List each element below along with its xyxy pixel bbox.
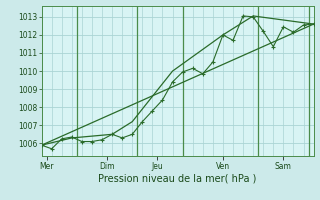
X-axis label: Pression niveau de la mer( hPa ): Pression niveau de la mer( hPa ) <box>99 173 257 183</box>
